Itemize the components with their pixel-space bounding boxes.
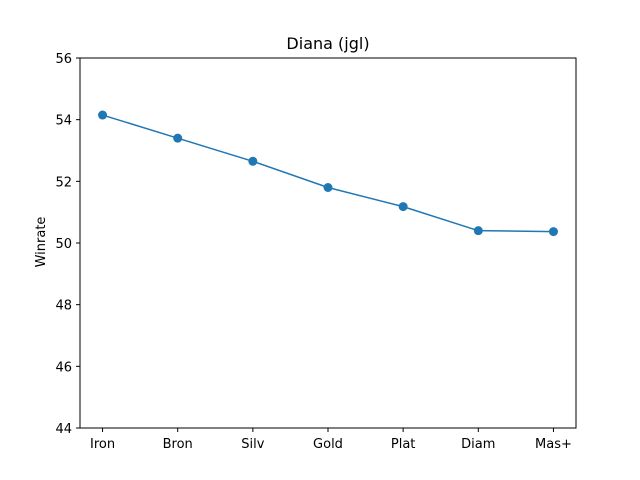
data-point <box>248 156 258 166</box>
y-axis-ticks: 44 46 48 50 52 54 56 <box>55 52 80 437</box>
y-tick-label: 52 <box>55 175 72 190</box>
data-point <box>548 227 558 237</box>
y-tick-label: 50 <box>55 237 72 252</box>
y-tick-label: 44 <box>55 422 72 437</box>
chart-title: Diana (jgl) <box>286 34 369 53</box>
x-tick-label: Gold <box>313 437 343 452</box>
data-point <box>173 133 183 143</box>
x-tick-label: Bron <box>163 437 193 452</box>
x-tick-label: Iron <box>90 437 115 452</box>
x-axis-ticks: Iron Bron Silv Gold Plat Diam Mas+ <box>90 428 572 452</box>
x-tick-label: Silv <box>241 437 264 452</box>
y-tick-label: 46 <box>55 360 72 375</box>
data-point <box>323 183 333 192</box>
y-tick-label: 56 <box>55 52 72 67</box>
data-point <box>473 226 483 236</box>
x-tick-label: Plat <box>391 437 416 452</box>
x-tick-label: Diam <box>461 437 495 452</box>
y-tick-label: 48 <box>55 299 72 314</box>
data-point <box>398 202 408 212</box>
series-layer <box>98 110 558 237</box>
y-tick-label: 54 <box>55 114 72 129</box>
data-point <box>98 110 108 120</box>
plot-area-frame <box>79 57 577 429</box>
y-axis-label: Winrate <box>34 217 49 268</box>
x-tick-label: Mas+ <box>535 437 572 452</box>
